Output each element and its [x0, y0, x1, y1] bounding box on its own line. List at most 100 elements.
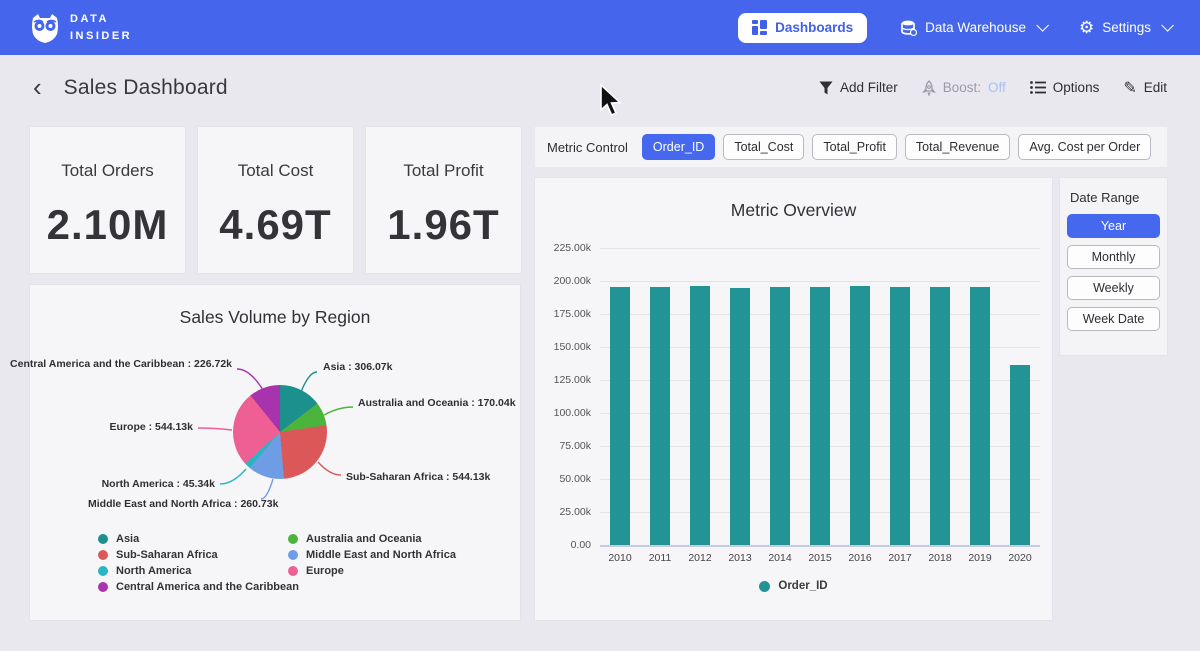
metric-option-avg-cost-per-order[interactable]: Avg. Cost per Order — [1018, 134, 1152, 160]
date-range-option-year[interactable]: Year — [1067, 214, 1160, 238]
add-filter-button[interactable]: Add Filter — [819, 80, 898, 95]
kpi-label: Total Orders — [61, 161, 154, 180]
nav-settings-label: Settings — [1102, 20, 1151, 35]
kpi-label: Total Profit — [403, 161, 484, 180]
pie-leader-line — [197, 427, 233, 431]
metric-option-total-revenue[interactable]: Total_Revenue — [904, 134, 1011, 160]
legend-dot-icon — [288, 534, 298, 544]
y-axis-tick-label: 125.00k — [553, 374, 591, 386]
bar-chart-plot: 0.00 25.00k 50.00k 75.00k 100.00k 125.00k 150.… — [535, 178, 1052, 620]
back-button[interactable]: ‹ — [33, 72, 42, 103]
metric-option-total-cost[interactable]: Total_Cost — [723, 134, 805, 160]
pie-leader-line — [260, 478, 274, 500]
kpi-value: 2.10M — [46, 201, 169, 248]
legend-dot-icon — [98, 566, 108, 576]
legend-dot-icon — [759, 580, 771, 592]
pie-legend-label: Central America and the Caribbean — [116, 581, 299, 593]
metric-option-total-profit[interactable]: Total_Profit — [812, 134, 897, 160]
bar-2016[interactable] — [850, 285, 870, 545]
options-list-icon — [1029, 81, 1046, 94]
gridline — [600, 248, 1040, 249]
pie-label-europe: Europe : 544.13k — [109, 421, 193, 433]
pie-legend-label: North America — [116, 565, 192, 577]
dashboard-grid-icon — [752, 20, 768, 35]
pie-legend-label: Sub-Saharan Africa — [116, 549, 218, 561]
chevron-down-icon — [1036, 19, 1049, 32]
date-range-option-weekly[interactable]: Weekly — [1067, 276, 1160, 300]
options-button[interactable]: Options — [1029, 80, 1099, 95]
bar-2014[interactable] — [770, 287, 790, 545]
bar-2012[interactable] — [690, 285, 710, 545]
kpi-card-total-profit: Total Profit 1.96T — [366, 127, 521, 273]
bar-chart-legend[interactable]: Order_ID — [535, 580, 1052, 592]
pie-legend-north-america[interactable]: North America — [98, 565, 191, 577]
date-range-panel: Date Range Year Monthly Weekly Week Date — [1060, 178, 1167, 355]
y-axis-tick-label: 150.00k — [553, 341, 591, 353]
legend-dot-icon — [288, 566, 298, 576]
database-icon — [901, 20, 918, 36]
y-axis-tick-label: 200.00k — [553, 275, 591, 287]
nav-dashboards-button[interactable]: Dashboards — [738, 12, 868, 43]
filter-funnel-icon — [819, 81, 833, 94]
pie-label-north-america: North America : 45.34k — [101, 478, 215, 490]
bar-2010[interactable] — [610, 286, 630, 545]
pie-leader-line — [323, 406, 354, 416]
metric-control-label: Metric Control — [547, 139, 628, 155]
nav-data-warehouse[interactable]: Data Warehouse — [901, 19, 1049, 36]
x-axis-tick-label: 2012 — [688, 552, 712, 564]
pie-leader-line — [219, 468, 247, 485]
pie-chart[interactable] — [233, 385, 327, 479]
pie-legend-sub-saharan-africa[interactable]: Sub-Saharan Africa — [98, 549, 218, 561]
edit-button[interactable]: ✎ Edit — [1123, 79, 1167, 97]
boost-state: Off — [988, 80, 1006, 95]
bar-2013[interactable] — [730, 287, 750, 545]
boost-toggle[interactable]: Boost: Off — [921, 79, 1006, 96]
pie-chart-title: Sales Volume by Region — [179, 307, 371, 327]
x-axis-tick-label: 2015 — [808, 552, 832, 564]
bar-2015[interactable] — [810, 286, 830, 545]
pie-legend-central-america-and-the-caribbean[interactable]: Central America and the Caribbean — [98, 581, 299, 593]
y-axis-tick-label: 25.00k — [559, 506, 591, 518]
pie-label-central-america-and-the-caribbean: Central America and the Caribbean : 226.… — [10, 358, 232, 370]
legend-dot-icon — [98, 582, 108, 592]
page-header: ‹ Sales Dashboard Add Filter Boost: Off — [0, 55, 1200, 120]
metric-options: Order_ID Total_Cost Total_Profit Total_Reve… — [641, 134, 1152, 160]
owl-logo-icon — [32, 13, 58, 43]
bar-chart-title: Metric Overview — [730, 200, 857, 220]
y-axis-tick-label: 50.00k — [559, 473, 591, 485]
legend-dot-icon — [98, 534, 108, 544]
pie-legend-middle-east-and-north-africa[interactable]: Middle East and North Africa — [288, 549, 456, 561]
brand-text: DATA INSIDER — [70, 13, 133, 42]
nav-settings[interactable]: ⚙ Settings — [1079, 19, 1174, 36]
metric-option-order-id[interactable]: Order_ID — [641, 134, 716, 160]
x-axis-tick-label: 2017 — [888, 552, 912, 564]
y-axis-tick-label: 0.00 — [570, 539, 591, 551]
page-title: Sales Dashboard — [63, 75, 228, 99]
sales-volume-card: Sales Volume by Region Asia : 306.07k Aus… — [10, 285, 520, 620]
x-axis-tick-label: 2016 — [848, 552, 872, 564]
pie-legend-asia[interactable]: Asia — [98, 533, 139, 545]
top-nav: DATA INSIDER Dashboards Data Warehouse — [0, 0, 1200, 55]
pie-label-sub-saharan-africa: Sub-Saharan Africa : 544.13k — [346, 471, 491, 483]
bar-2011[interactable] — [650, 286, 670, 545]
nav-data-warehouse-label: Data Warehouse — [925, 20, 1026, 35]
brand-logo[interactable]: DATA INSIDER — [30, 11, 132, 44]
rocket-icon — [921, 79, 936, 96]
metric-control-bar: Metric Control Order_ID Total_Cost Total_P… — [535, 127, 1167, 167]
x-axis-tick-label: 2010 — [608, 552, 632, 564]
pie-leader-line — [300, 371, 318, 393]
pie-legend-europe[interactable]: Europe — [288, 565, 344, 577]
kpi-value: 4.69T — [219, 201, 332, 248]
bar-2018[interactable] — [930, 287, 950, 545]
y-axis-tick-label: 175.00k — [553, 308, 591, 320]
x-axis-tick-label: 2014 — [768, 552, 792, 564]
x-axis-tick-label: 2019 — [968, 552, 992, 564]
bar-2020[interactable] — [1010, 365, 1030, 545]
pie-legend-australia-and-oceania[interactable]: Australia and Oceania — [288, 533, 422, 545]
y-axis-tick-label: 100.00k — [553, 407, 591, 419]
bar-2017[interactable] — [890, 286, 910, 545]
date-range-option-monthly[interactable]: Monthly — [1067, 245, 1160, 269]
bar-2019[interactable] — [970, 286, 990, 545]
date-range-option-week-date[interactable]: Week Date — [1067, 307, 1160, 331]
nav-dashboards-label: Dashboards — [775, 20, 854, 35]
